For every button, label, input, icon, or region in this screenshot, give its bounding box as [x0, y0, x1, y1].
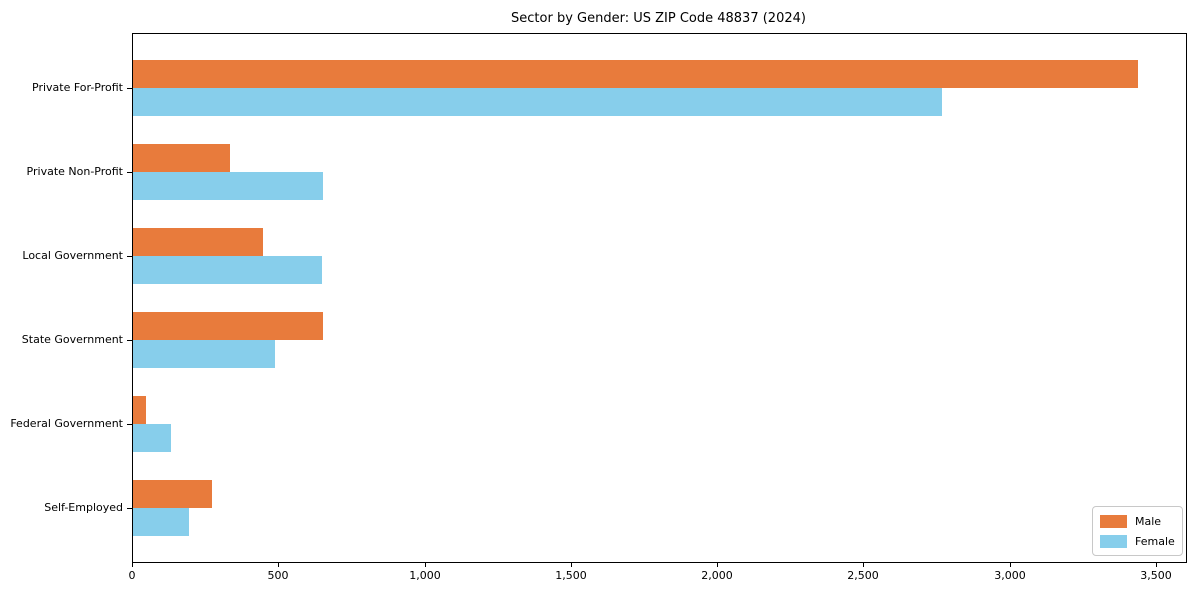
x-tick-label-1500: 1,500: [555, 569, 587, 582]
x-tick-mark: [132, 562, 133, 567]
x-tick-mark: [717, 562, 718, 567]
y-tick-mark: [127, 256, 132, 257]
legend-label-male: Male: [1135, 515, 1162, 528]
bar-federal-government-male: [133, 396, 146, 424]
bar-state-government-female: [133, 340, 275, 368]
x-tick-label-2000: 2,000: [701, 569, 733, 582]
chart-title: Sector by Gender: US ZIP Code 48837 (202…: [511, 11, 806, 26]
legend-item-male: Male: [1100, 513, 1175, 530]
plot-area: [132, 33, 1187, 563]
y-tick-mark: [127, 340, 132, 341]
y-tick-label-state-government: State Government: [21, 333, 123, 346]
x-tick-mark: [1156, 562, 1157, 567]
x-tick-label-3000: 3,000: [994, 569, 1026, 582]
x-tick-mark: [425, 562, 426, 567]
bar-private-for-profit-male: [133, 60, 1138, 88]
legend-item-female: Female: [1100, 533, 1175, 550]
y-tick-label-self-employed: Self-Employed: [44, 501, 123, 514]
x-tick-label-2500: 2,500: [847, 569, 879, 582]
x-tick-mark: [1010, 562, 1011, 567]
bar-private-non-profit-female: [133, 172, 323, 200]
legend-label-female: Female: [1135, 535, 1175, 548]
x-tick-mark: [571, 562, 572, 567]
bar-private-for-profit-female: [133, 88, 942, 116]
y-tick-label-private-for-profit: Private For-Profit: [32, 81, 123, 94]
y-tick-mark: [127, 88, 132, 89]
legend-swatch-male: [1100, 515, 1127, 528]
legend-swatch-female: [1100, 535, 1127, 548]
x-tick-label-500: 500: [267, 569, 289, 582]
y-tick-label-federal-government: Federal Government: [10, 417, 123, 430]
bar-federal-government-female: [133, 424, 171, 452]
x-tick-label-0: 0: [128, 569, 136, 582]
y-tick-mark: [127, 424, 132, 425]
x-tick-mark: [278, 562, 279, 567]
y-tick-mark: [127, 508, 132, 509]
x-tick-label-3500: 3,500: [1140, 569, 1172, 582]
bar-private-non-profit-male: [133, 144, 230, 172]
bar-self-employed-male: [133, 480, 212, 508]
x-tick-label-1000: 1,000: [409, 569, 441, 582]
y-tick-label-local-government: Local Government: [22, 249, 123, 262]
bar-state-government-male: [133, 312, 323, 340]
y-tick-mark: [127, 172, 132, 173]
legend: Male Female: [1092, 506, 1183, 556]
bar-local-government-female: [133, 256, 322, 284]
y-tick-label-private-non-profit: Private Non-Profit: [26, 165, 123, 178]
bar-self-employed-female: [133, 508, 189, 536]
bar-local-government-male: [133, 228, 263, 256]
x-tick-mark: [863, 562, 864, 567]
